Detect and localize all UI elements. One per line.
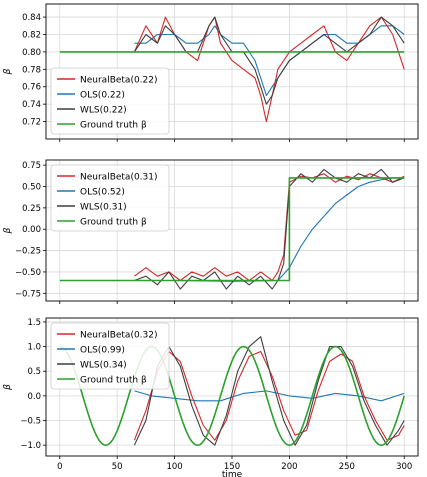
series-line-wls [133,336,405,446]
x-axis-label: time [222,470,243,477]
legend-box [50,67,170,135]
y-tick-label: −0.50 [15,268,41,278]
y-tick-label: 0.25 [22,204,41,214]
legend-entry: OLS(0.52) [80,188,125,198]
y-tick-label: 0.72 [22,118,41,128]
legend-entry: Ground truth β [80,121,147,131]
legend-entry: OLS(0.99) [80,346,125,356]
series-line-truth [59,345,405,446]
series-group [59,336,405,446]
x-tick-label: 100 [166,462,182,472]
y-tick-label: 1.0 [27,343,41,353]
legend: NeuralBeta(0.32) OLS(0.99) WLS(0.34) Ground… [50,322,170,390]
series-line-wls [133,16,405,105]
x-tick-label: 300 [396,462,412,472]
legend: NeuralBeta(0.22) OLS(0.22) WLS(0.22) Ground… [50,67,170,135]
series-line-neural [134,173,405,282]
y-tick-label: 0.75 [22,161,41,171]
x-tick-label: 250 [339,462,355,472]
series-line-wls [134,168,405,290]
x-tick-label: 0 [57,462,62,472]
y-tick-label: 1.5 [27,318,41,328]
y-tick-label: 0.76 [22,83,41,93]
y-tick-label: −1.0 [20,441,41,451]
legend-entry: OLS(0.22) [80,91,125,101]
legend-entry: NeuralBeta(0.22) [80,76,158,86]
legend-entry: Ground truth β [80,376,147,386]
legend-entry: NeuralBeta(0.31) [80,173,158,183]
legend-box [50,164,170,232]
legend-entry: WLS(0.34) [80,361,127,371]
chart-panel-2: −0.75 −0.50 −0.25 0.00 0.25 0.50 0.75 β NeuralBe… [3,159,419,304]
series-group [59,16,405,123]
series-group [59,168,405,290]
y-tick-label: −0.5 [20,417,41,427]
legend-entry: WLS(0.31) [80,203,127,213]
x-tick-label: 150 [224,462,240,472]
legend-entry: WLS(0.22) [80,106,127,116]
y-axis-label: β [3,68,13,75]
y-tick-label: 0.00 [22,225,41,235]
y-tick-label: 0.78 [22,65,41,75]
y-tick-label: 0.74 [22,100,41,110]
legend-entry: NeuralBeta(0.32) [80,331,158,341]
y-tick-label: 0.84 [22,13,41,23]
legend-box [50,322,170,390]
series-line-ols [134,25,405,97]
legend-entry: Ground truth β [80,218,147,228]
y-tick-label: 0.0 [27,392,41,402]
series-line-truth [59,177,405,282]
y-tick-label: 0.80 [22,48,41,58]
legend: NeuralBeta(0.31) OLS(0.52) WLS(0.31) Ground… [50,164,170,232]
y-tick-label: 0.82 [22,30,41,40]
series-line-neural [133,350,405,441]
y-tick-label: −0.75 [15,289,41,299]
chart-panel-1: 0.72 0.74 0.76 0.78 0.80 0.82 0.84 β NeuralBeta(… [3,3,419,142]
chart-panel-3: −1.0 −0.5 0.0 0.5 1.0 1.5 0 50 100 150 200 250 300 β t… [3,317,419,477]
y-tick-label: 0.50 [22,182,41,192]
x-tick-label: 200 [281,462,297,472]
y-tick-label: −0.25 [15,247,41,257]
y-axis-label: β [3,227,13,234]
y-tick-label: 0.5 [27,367,41,377]
x-tick-label: 50 [112,462,123,472]
y-axis-label: β [3,384,13,391]
